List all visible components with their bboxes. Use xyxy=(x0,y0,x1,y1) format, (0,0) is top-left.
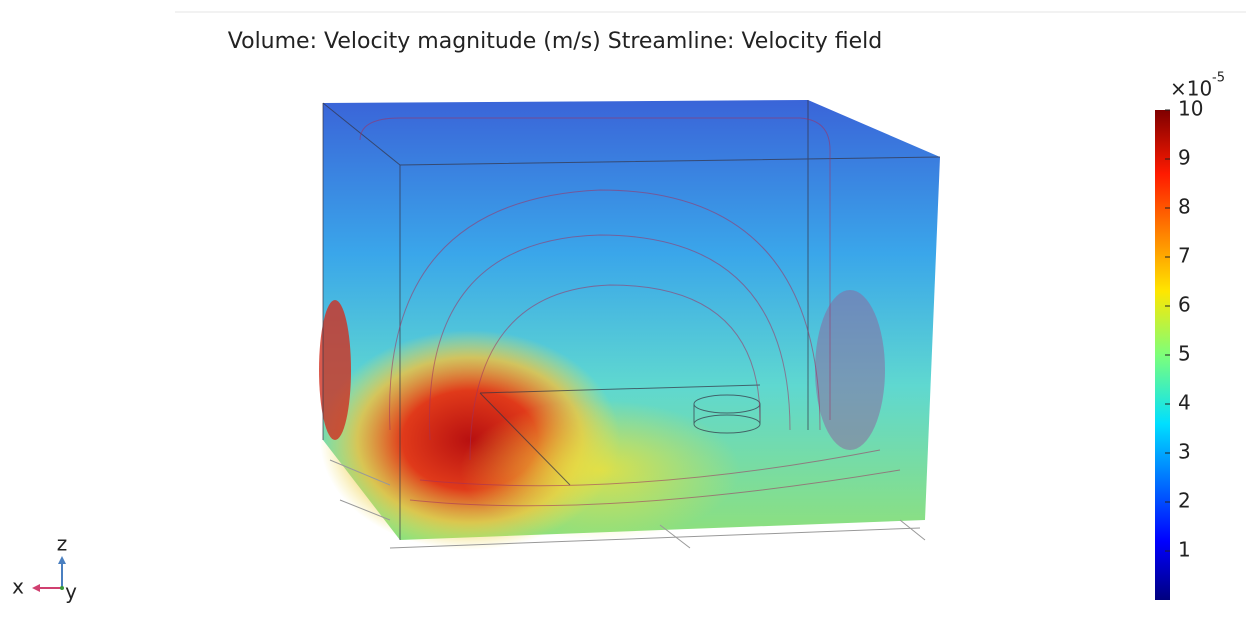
plot-title: Volume: Velocity magnitude (m/s) Streaml… xyxy=(228,29,882,54)
colorbar-tick-label: 5 xyxy=(1178,342,1191,366)
colorbar-tick-label: 9 xyxy=(1178,146,1191,170)
axis-label-x: x xyxy=(12,575,24,599)
colorbar-tick-label: 10 xyxy=(1178,97,1203,121)
plot-window: Volume: Velocity magnitude (m/s) Streaml… xyxy=(0,0,1246,634)
warm-region xyxy=(460,400,740,540)
axis-triad: z x y xyxy=(12,532,77,604)
colorbar-tick-label: 2 xyxy=(1178,489,1191,513)
colorbar-tick-label: 6 xyxy=(1178,293,1191,317)
axis-label-y: y xyxy=(65,580,77,604)
colorbar-tick-label: 3 xyxy=(1178,440,1191,464)
colorbar-tick-label: 8 xyxy=(1178,195,1191,219)
box-plot xyxy=(319,100,940,550)
side-region xyxy=(815,290,885,450)
hot-edge xyxy=(319,300,351,440)
colorbar-exponent: -5 xyxy=(1212,71,1225,86)
axis-label-z: z xyxy=(57,532,68,556)
colorbar-tick-label: 7 xyxy=(1178,244,1191,268)
colorbar-tick-label: 4 xyxy=(1178,391,1191,415)
colorbar-tick-label: 1 xyxy=(1178,538,1191,562)
